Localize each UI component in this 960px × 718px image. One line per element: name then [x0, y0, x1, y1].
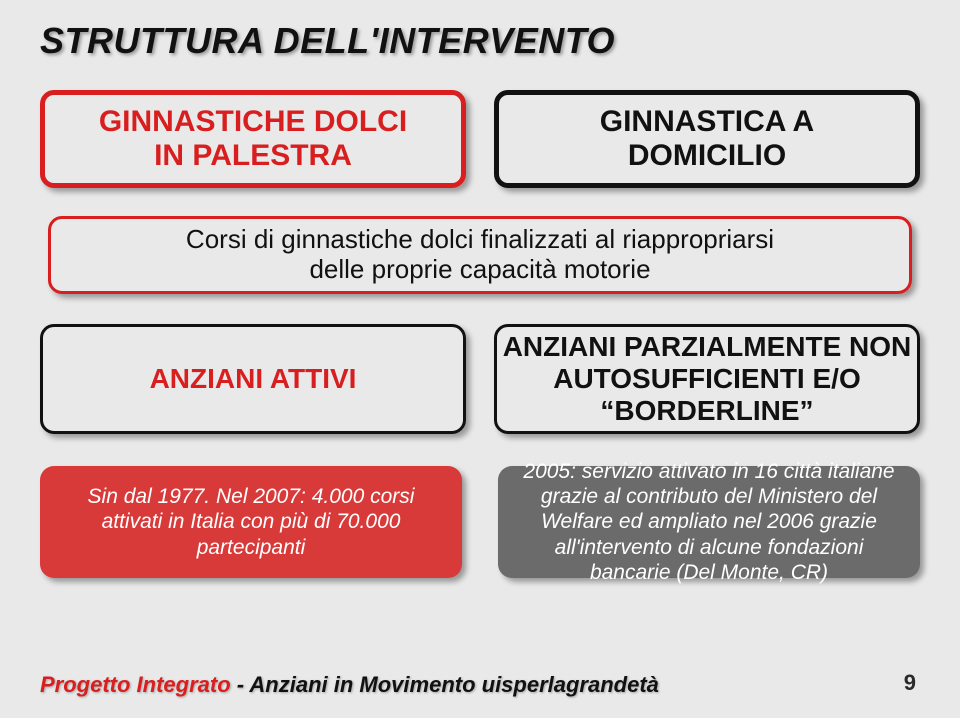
- attivi-row: ANZIANI ATTIVI ANZIANI PARZIALMENTE NONA…: [40, 324, 920, 434]
- box-corsi-description: Corsi di ginnastiche dolci finalizzati a…: [48, 216, 912, 294]
- box-ginnastiche-dolci: GINNASTICHE DOLCIIN PALESTRA: [40, 90, 466, 188]
- footer: Progetto Integrato - Anziani in Moviment…: [40, 672, 659, 698]
- slide: STRUTTURA DELL'INTERVENTO GINNASTICHE DO…: [0, 0, 960, 718]
- box-stats-1977: Sin dal 1977. Nel 2007: 4.000 corsi atti…: [40, 466, 462, 578]
- page-number: 9: [904, 670, 916, 696]
- bottom-row: Sin dal 1977. Nel 2007: 4.000 corsi atti…: [40, 466, 920, 578]
- box-anziani-attivi: ANZIANI ATTIVI: [40, 324, 466, 434]
- box-ginnastica-domicilio: GINNASTICA ADOMICILIO: [494, 90, 920, 188]
- box-stats-2005: 2005: servizio attivato in 16 città ital…: [498, 466, 920, 578]
- footer-part1: Progetto Integrato: [40, 672, 237, 697]
- box-anziani-borderline: ANZIANI PARZIALMENTE NONAUTOSUFFICIENTI …: [494, 324, 920, 434]
- footer-part2: - Anziani in Movimento uisperlagrandetà: [237, 672, 659, 697]
- top-row: GINNASTICHE DOLCIIN PALESTRA GINNASTICA …: [40, 90, 920, 188]
- slide-title: STRUTTURA DELL'INTERVENTO: [40, 20, 920, 62]
